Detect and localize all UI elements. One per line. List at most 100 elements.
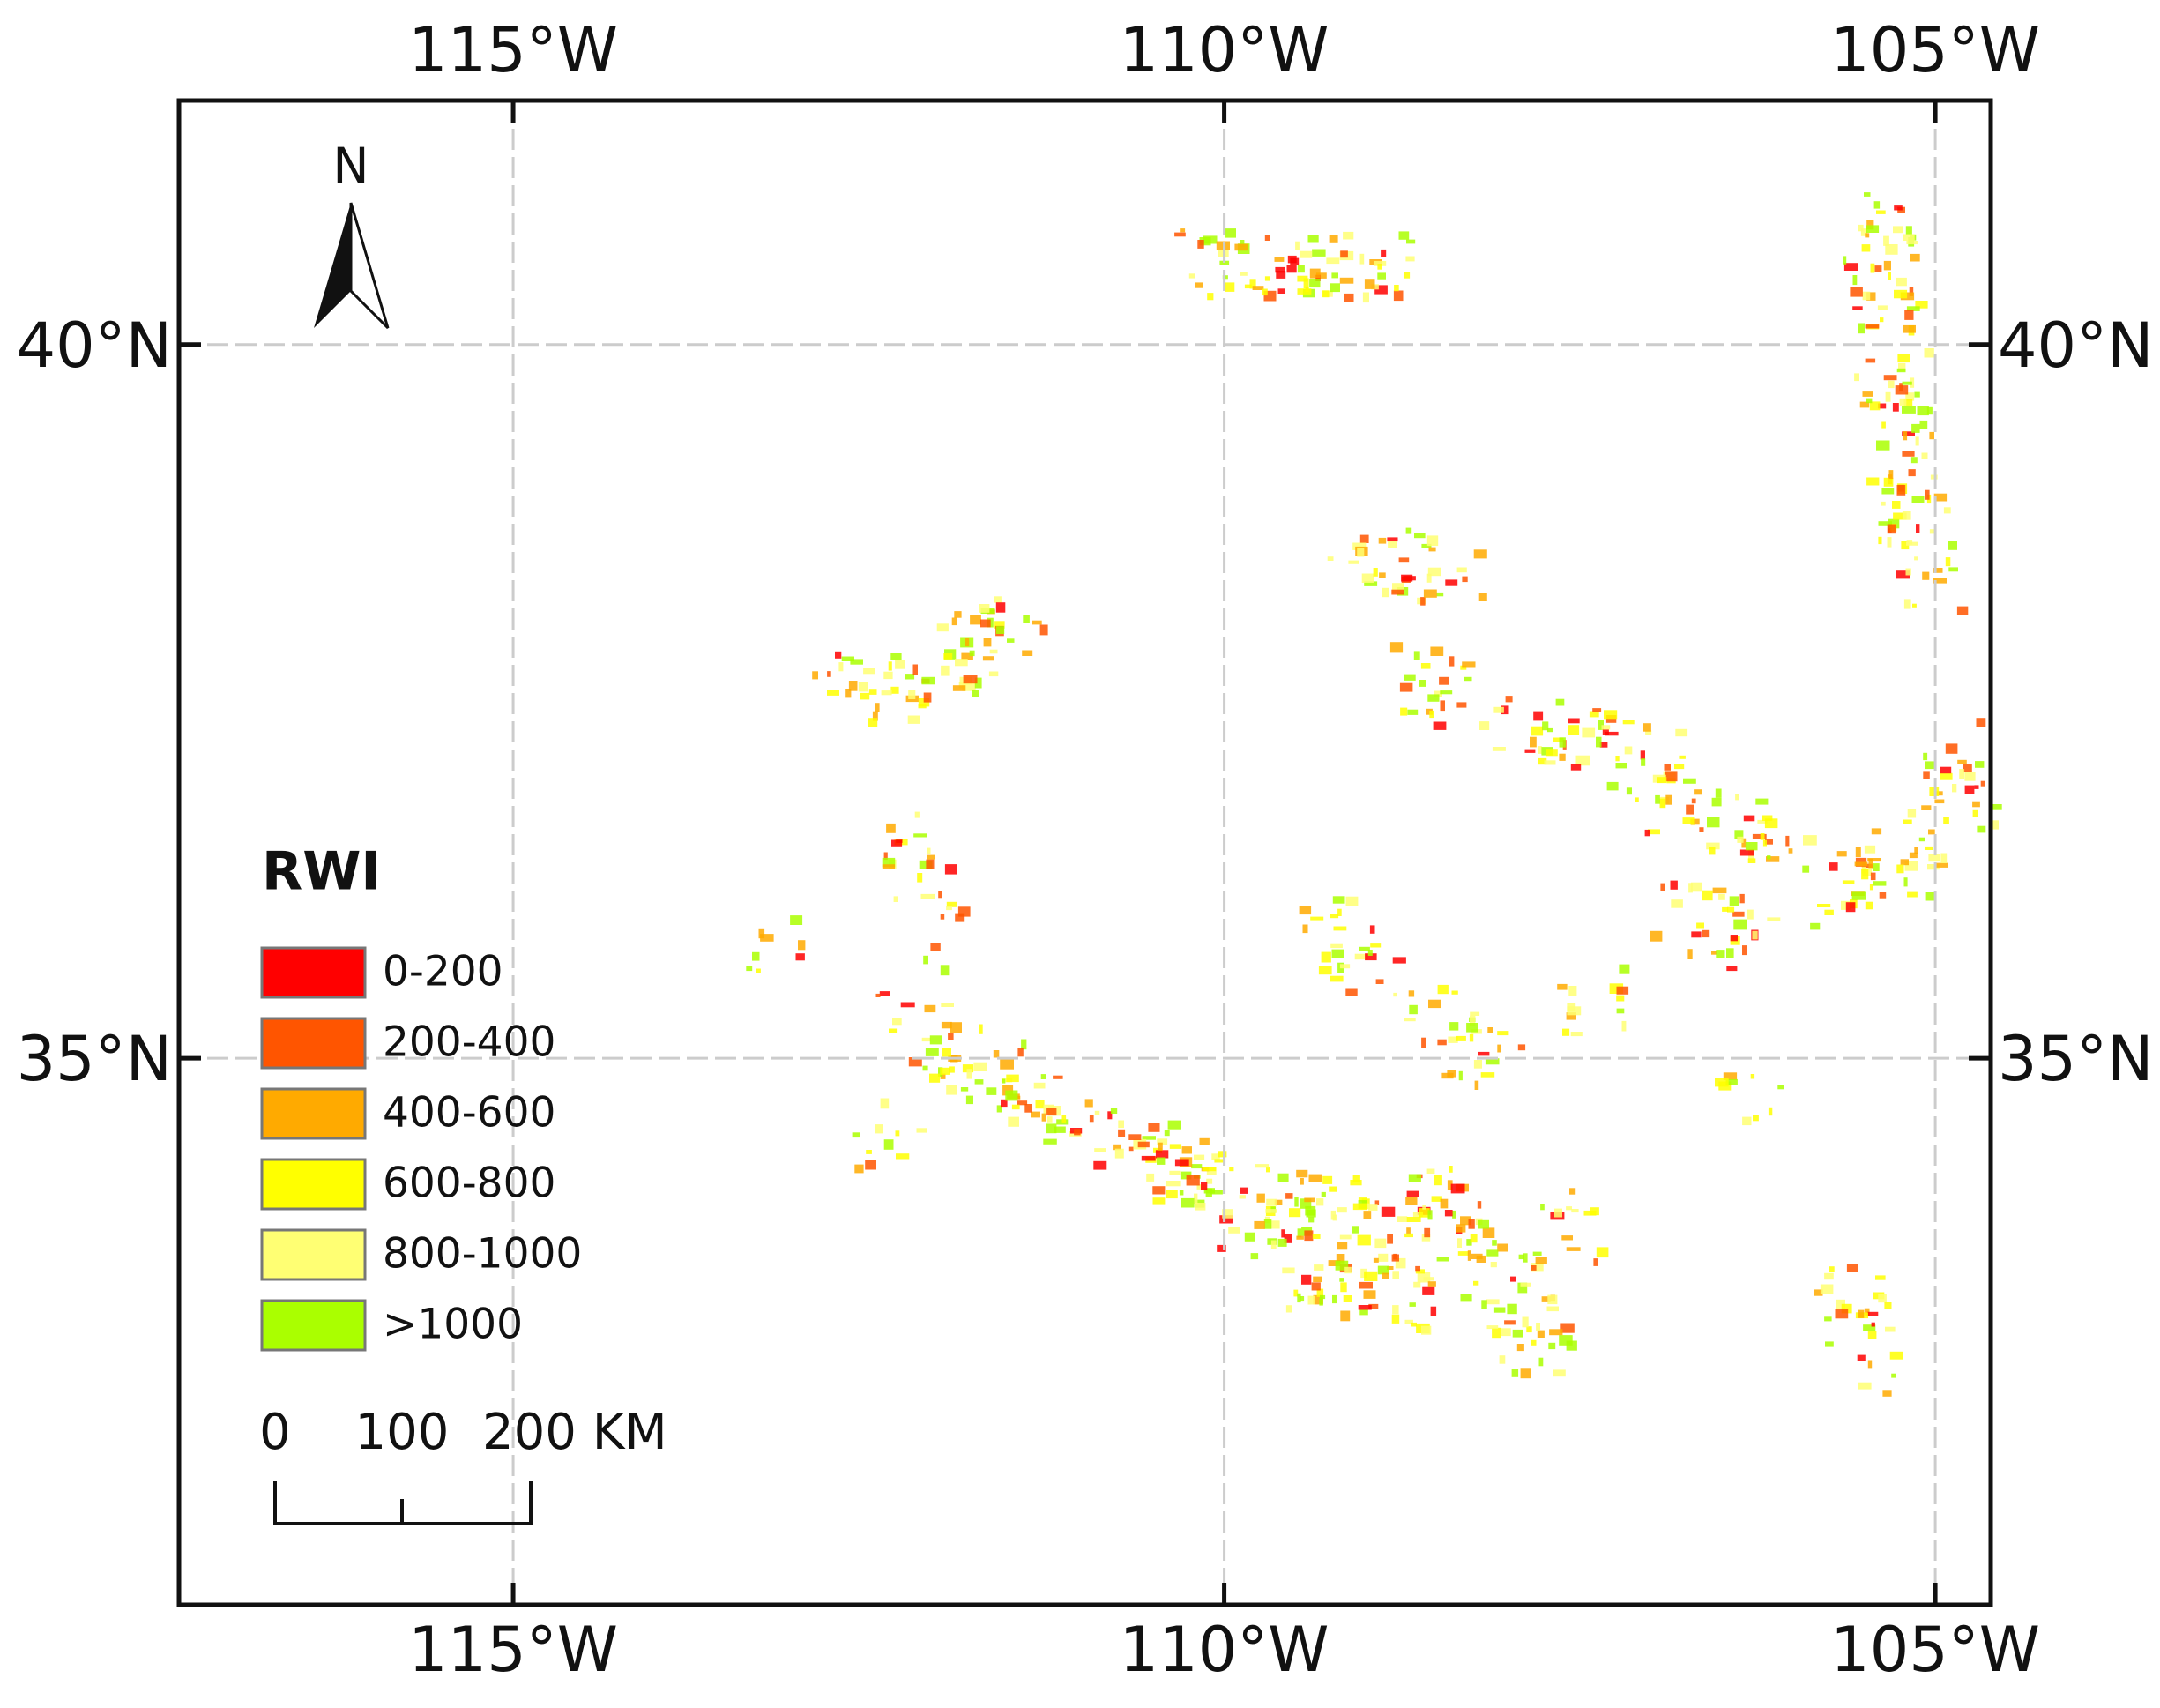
raster-cell (1925, 846, 1933, 850)
raster-cell (1898, 362, 1906, 371)
raster-cell (1486, 1299, 1500, 1305)
raster-cell (980, 619, 991, 628)
raster-cell (1518, 1254, 1524, 1260)
raster-cell (1665, 771, 1678, 782)
raster-cell (1457, 1251, 1470, 1256)
raster-cell (1803, 835, 1817, 846)
raster-cell (1210, 1190, 1223, 1195)
raster-cell (1391, 1314, 1400, 1324)
raster-cell (1374, 1200, 1380, 1205)
raster-cell (1904, 310, 1914, 320)
raster-cell (1933, 568, 1943, 573)
raster-cell (1694, 789, 1702, 795)
raster-cell (1621, 1020, 1627, 1032)
raster-cell (1367, 950, 1373, 956)
raster-cell (1471, 1253, 1483, 1259)
raster-cell (1905, 226, 1912, 235)
raster-cell (1925, 892, 1937, 901)
raster-cell (1905, 568, 1911, 576)
raster-cell (1928, 829, 1935, 835)
raster-cell (1206, 1178, 1213, 1184)
raster-cell (1974, 785, 1979, 789)
raster-cell (875, 1124, 883, 1134)
raster-cell (1990, 804, 2002, 810)
raster-cell (986, 1087, 997, 1095)
raster-cell (1817, 904, 1831, 907)
raster-cell (1871, 1322, 1875, 1327)
raster-cell (1336, 1254, 1345, 1264)
raster-cell (1716, 950, 1725, 958)
raster-cell (892, 1018, 902, 1026)
raster-cell (895, 660, 905, 669)
raster-cell (1406, 1190, 1419, 1197)
raster-cell (965, 1095, 973, 1105)
raster-cell (1903, 431, 1908, 441)
raster-cell (1250, 1253, 1259, 1260)
raster-cell (1878, 521, 1892, 526)
raster-cell (1522, 1316, 1529, 1328)
raster-cell (1089, 1115, 1094, 1123)
raster-cell (1174, 232, 1186, 237)
raster-cell (1375, 979, 1384, 984)
raster-cell (1875, 1275, 1886, 1280)
raster-cell (1148, 1123, 1160, 1132)
raster-cell (1478, 593, 1487, 601)
raster-cell (1286, 265, 1297, 273)
raster-cell (1497, 1031, 1509, 1036)
raster-cell (1368, 1204, 1378, 1211)
raster-cell (1501, 1328, 1511, 1337)
raster-cell (913, 833, 927, 838)
raster-cell (1601, 725, 1611, 730)
raster-cell (1302, 924, 1308, 934)
raster-cell (1702, 890, 1713, 901)
raster-cell (1902, 406, 1916, 414)
raster-cell (1174, 1159, 1189, 1167)
raster-cell (1301, 1274, 1312, 1285)
raster-cell (1322, 290, 1330, 298)
raster-cell (1881, 421, 1886, 429)
raster-cell (908, 1057, 922, 1067)
legend-label: 800-1000 (383, 1230, 582, 1279)
raster-cell (1329, 235, 1338, 243)
raster-cell (1024, 1104, 1032, 1113)
raster-cell (1559, 737, 1566, 748)
raster-cell (882, 857, 896, 868)
raster-cell (1900, 859, 1909, 866)
raster-cell (1702, 929, 1710, 938)
raster-cell (1207, 293, 1214, 301)
raster-cell (1229, 1167, 1234, 1172)
raster-cell (1908, 469, 1916, 477)
raster-cell (1899, 398, 1907, 406)
raster-cell (1538, 757, 1547, 765)
raster-cell (1916, 524, 1920, 533)
legend-swatch (260, 1299, 367, 1352)
raster-cell (1470, 1015, 1476, 1026)
raster-cell (1388, 541, 1397, 548)
raster-cell (966, 1069, 972, 1079)
legend-label: 0-200 (383, 948, 503, 996)
raster-cell (1331, 949, 1344, 958)
raster-cell (1201, 1182, 1208, 1190)
raster-cell (1285, 1193, 1293, 1199)
raster-cell (1360, 1268, 1367, 1279)
raster-cell (1262, 288, 1268, 296)
raster-cell (1330, 283, 1340, 293)
raster-cell (1431, 1196, 1442, 1202)
raster-cell (1205, 1188, 1212, 1197)
raster-cell (1263, 1219, 1272, 1229)
raster-cell (1711, 951, 1717, 955)
raster-cell (1553, 737, 1564, 742)
raster-cell (921, 676, 935, 685)
raster-cell (1526, 1326, 1532, 1333)
raster-cell (1902, 431, 1915, 436)
raster-cell (1861, 869, 1869, 880)
raster-cell (1715, 1078, 1729, 1087)
raster-cell (1340, 250, 1348, 258)
raster-cell (1419, 680, 1426, 687)
raster-cell (914, 811, 920, 818)
raster-cell (1929, 431, 1934, 440)
raster-cell (1300, 1178, 1304, 1185)
raster-cell (1365, 953, 1377, 961)
raster-cell (1426, 1168, 1435, 1174)
raster-cell (1883, 477, 1894, 487)
